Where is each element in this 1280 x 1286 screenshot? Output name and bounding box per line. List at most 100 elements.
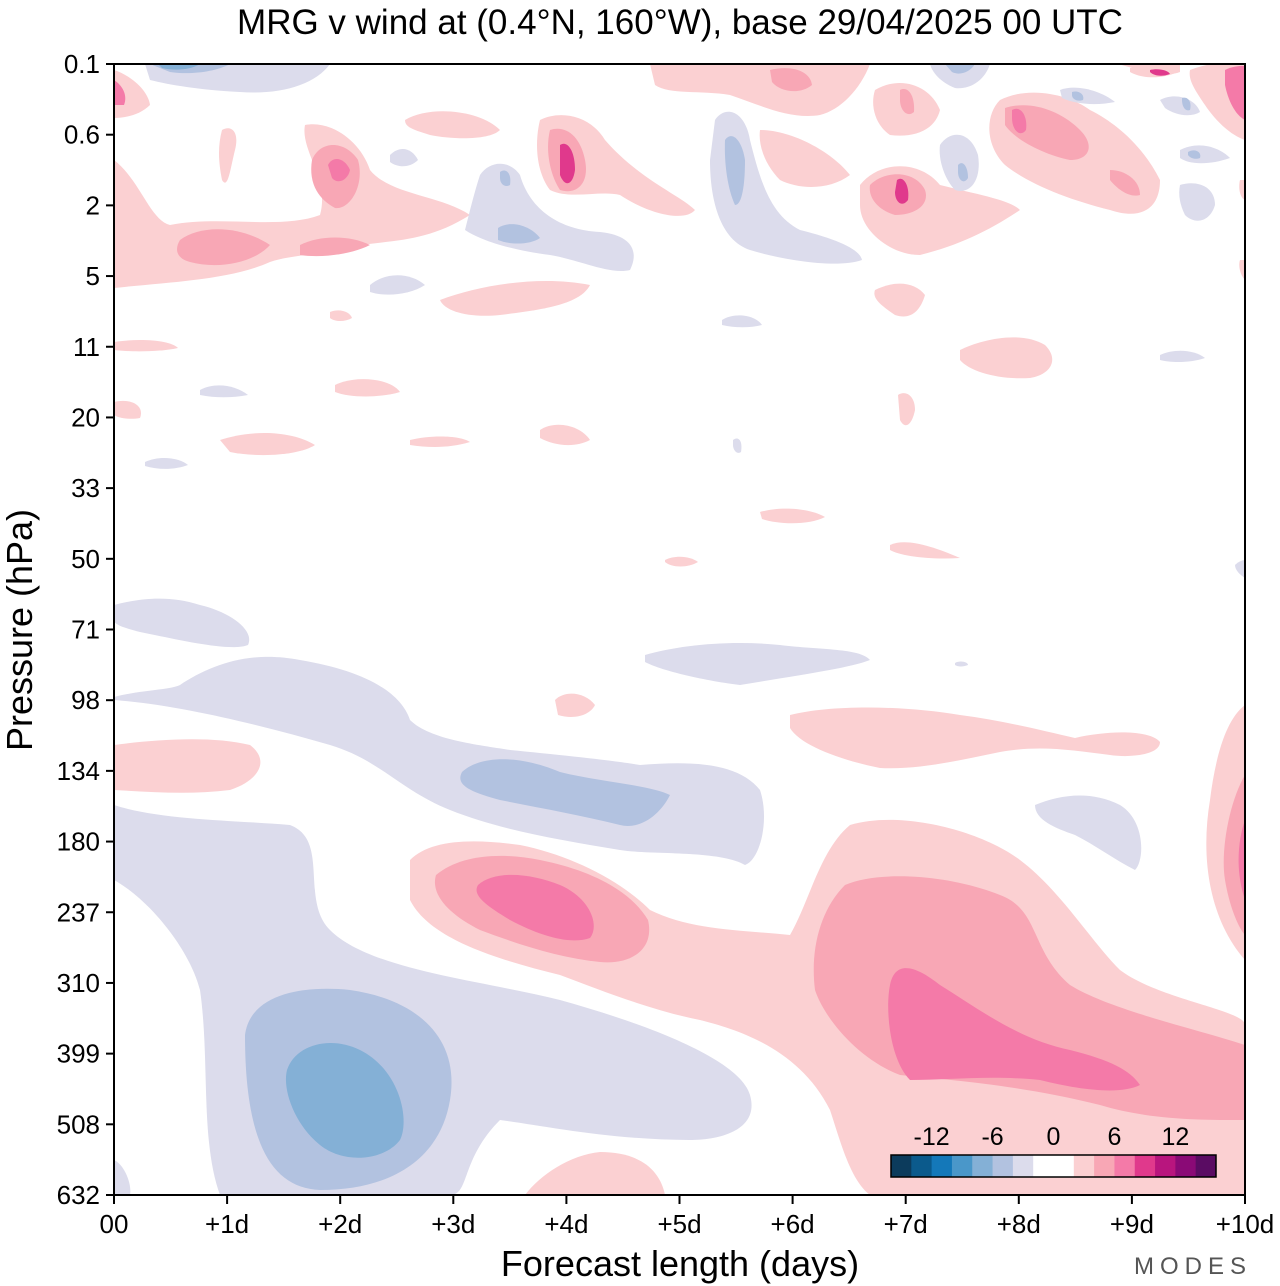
negative-contour [733,438,742,453]
positive-contour [890,542,960,559]
positive-contour [114,400,141,419]
colorbar-swatch [951,1155,973,1177]
x-tick-label: +1d [205,1209,249,1239]
y-axis-label: Pressure (hPa) [0,509,40,751]
positive-contour [790,707,1160,769]
positive-contour [895,178,909,204]
colorbar-swatch [1134,1155,1156,1177]
negative-contour [1188,150,1201,159]
positive-contour [1110,170,1140,196]
x-tick-label: +10d [1216,1209,1275,1239]
positive-contour [440,280,590,316]
positive-contour [900,89,915,115]
positive-contour [476,874,594,941]
negative-contour [722,315,762,328]
contour-field [114,64,1245,1195]
positive-contour [1012,108,1027,134]
colorbar-swatch [972,1155,994,1177]
x-tick-label: +4d [544,1209,588,1239]
colorbar-swatch [1175,1155,1197,1177]
colorbar-swatch [891,1155,912,1177]
colorbar-swatch [1114,1155,1136,1177]
y-tick-label: 310 [57,968,100,998]
positive-contour [114,70,150,118]
positive-contour [405,111,500,139]
colorbar-swatch [1012,1155,1034,1177]
negative-contour [1182,97,1191,111]
negative-contour [145,458,188,469]
negative-contour [1235,560,1245,578]
x-axis-label: Forecast length (days) [501,1243,859,1284]
negative-contour [710,111,862,264]
negative-contour [500,170,511,187]
y-tick-label: 50 [71,544,100,574]
positive-contour [525,1152,665,1195]
negative-contour [498,224,540,244]
x-tick-label: +6d [771,1209,815,1239]
negative-contour [114,598,250,648]
positive-contour [560,143,575,184]
positive-contour [1005,105,1089,160]
positive-contour [888,968,1140,1091]
colorbar-swatch [931,1155,953,1177]
colorbar-tick-label: -12 [914,1123,950,1151]
y-tick-label: 0.1 [64,49,100,79]
positive-contour [1239,260,1245,280]
y-tick-label: 33 [71,473,100,503]
chart-title: MRG v wind at (0.4°N, 160°W), base 29/04… [237,3,1123,42]
positive-contour [665,556,698,567]
negative-contour [1180,145,1230,164]
negative-contour [958,163,968,182]
y-tick-label: 2 [86,190,100,220]
colorbar-swatch [1053,1155,1075,1177]
x-tick-label: 00 [100,1209,129,1239]
positive-contour [114,739,261,793]
colorbar-swatch [1033,1155,1054,1177]
negative-contour [1179,183,1215,221]
positive-contour [114,340,178,352]
negative-contour [930,64,990,89]
colorbar-swatch [1094,1155,1115,1177]
y-tick-label: 5 [86,261,100,291]
negative-contour [200,385,248,398]
y-tick-label: 134 [57,756,100,786]
x-tick-label: +2d [318,1209,362,1239]
y-tick-label: 632 [57,1180,100,1210]
modes-logo: MODES [1134,1253,1252,1280]
positive-contour [114,80,126,105]
y-tick-label: 11 [73,332,100,362]
negative-contour [370,275,425,295]
positive-contour [1223,775,1245,935]
positive-contour [760,508,825,524]
negative-contour [945,64,975,74]
positive-contour [1150,69,1170,76]
positive-contour [335,379,400,397]
positive-contour [555,693,595,717]
colorbar-tick-label: -6 [981,1123,1003,1151]
x-tick-label: +8d [997,1209,1041,1239]
positive-contour [220,433,315,456]
negative-contour [465,163,634,272]
positive-contour [759,130,850,187]
colorbar-swatch [992,1155,1014,1177]
x-axis: 00 +1d +2d +3d +4d +5d +6d +7d +8d +9d +10d [100,1195,1275,1239]
negative-contour [724,136,745,205]
negative-contour [1035,795,1142,870]
negative-contour [939,134,979,191]
negative-contour [285,1042,404,1158]
colorbar-tick-label: 6 [1107,1123,1121,1151]
colorbar-swatch [911,1155,933,1177]
positive-contour [410,436,470,447]
y-tick-label: 508 [57,1109,100,1139]
negative-contour [1072,91,1084,101]
negative-contour [955,661,968,667]
positive-contour [1238,820,1245,900]
negative-contour [1160,96,1200,116]
y-axis: 0.1 0.6 2 5 11 20 33 50 71 98 134 180 237 310 399 508 63… [57,49,114,1210]
x-tick-label: +7d [884,1209,928,1239]
colorbar-tick-label: 0 [1047,1123,1061,1151]
positive-contour [177,229,270,266]
negative-contour [158,64,200,70]
y-tick-label: 0.6 [64,120,100,150]
